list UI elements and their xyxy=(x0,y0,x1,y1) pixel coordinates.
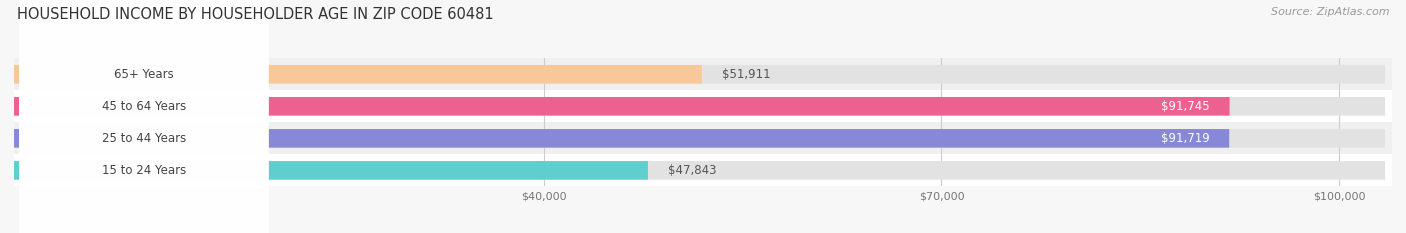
FancyBboxPatch shape xyxy=(14,97,1385,116)
Text: $91,719: $91,719 xyxy=(1160,132,1209,145)
FancyBboxPatch shape xyxy=(14,161,648,180)
Bar xyxy=(14,58,1392,90)
Text: 65+ Years: 65+ Years xyxy=(114,68,174,81)
Text: HOUSEHOLD INCOME BY HOUSEHOLDER AGE IN ZIP CODE 60481: HOUSEHOLD INCOME BY HOUSEHOLDER AGE IN Z… xyxy=(17,7,494,22)
FancyBboxPatch shape xyxy=(14,97,1230,116)
FancyBboxPatch shape xyxy=(20,0,269,233)
Text: 25 to 44 Years: 25 to 44 Years xyxy=(101,132,186,145)
Text: $51,911: $51,911 xyxy=(721,68,770,81)
Text: $91,745: $91,745 xyxy=(1161,100,1209,113)
FancyBboxPatch shape xyxy=(14,129,1229,148)
Text: 45 to 64 Years: 45 to 64 Years xyxy=(101,100,186,113)
FancyBboxPatch shape xyxy=(14,65,702,84)
FancyBboxPatch shape xyxy=(14,161,1385,180)
FancyBboxPatch shape xyxy=(14,65,1385,84)
Text: $47,843: $47,843 xyxy=(668,164,716,177)
FancyBboxPatch shape xyxy=(14,129,1385,148)
Bar xyxy=(14,154,1392,186)
Bar xyxy=(14,90,1392,122)
Bar xyxy=(14,122,1392,154)
FancyBboxPatch shape xyxy=(20,0,269,233)
FancyBboxPatch shape xyxy=(20,0,269,233)
Text: Source: ZipAtlas.com: Source: ZipAtlas.com xyxy=(1271,7,1389,17)
Text: 15 to 24 Years: 15 to 24 Years xyxy=(101,164,186,177)
FancyBboxPatch shape xyxy=(20,0,269,233)
